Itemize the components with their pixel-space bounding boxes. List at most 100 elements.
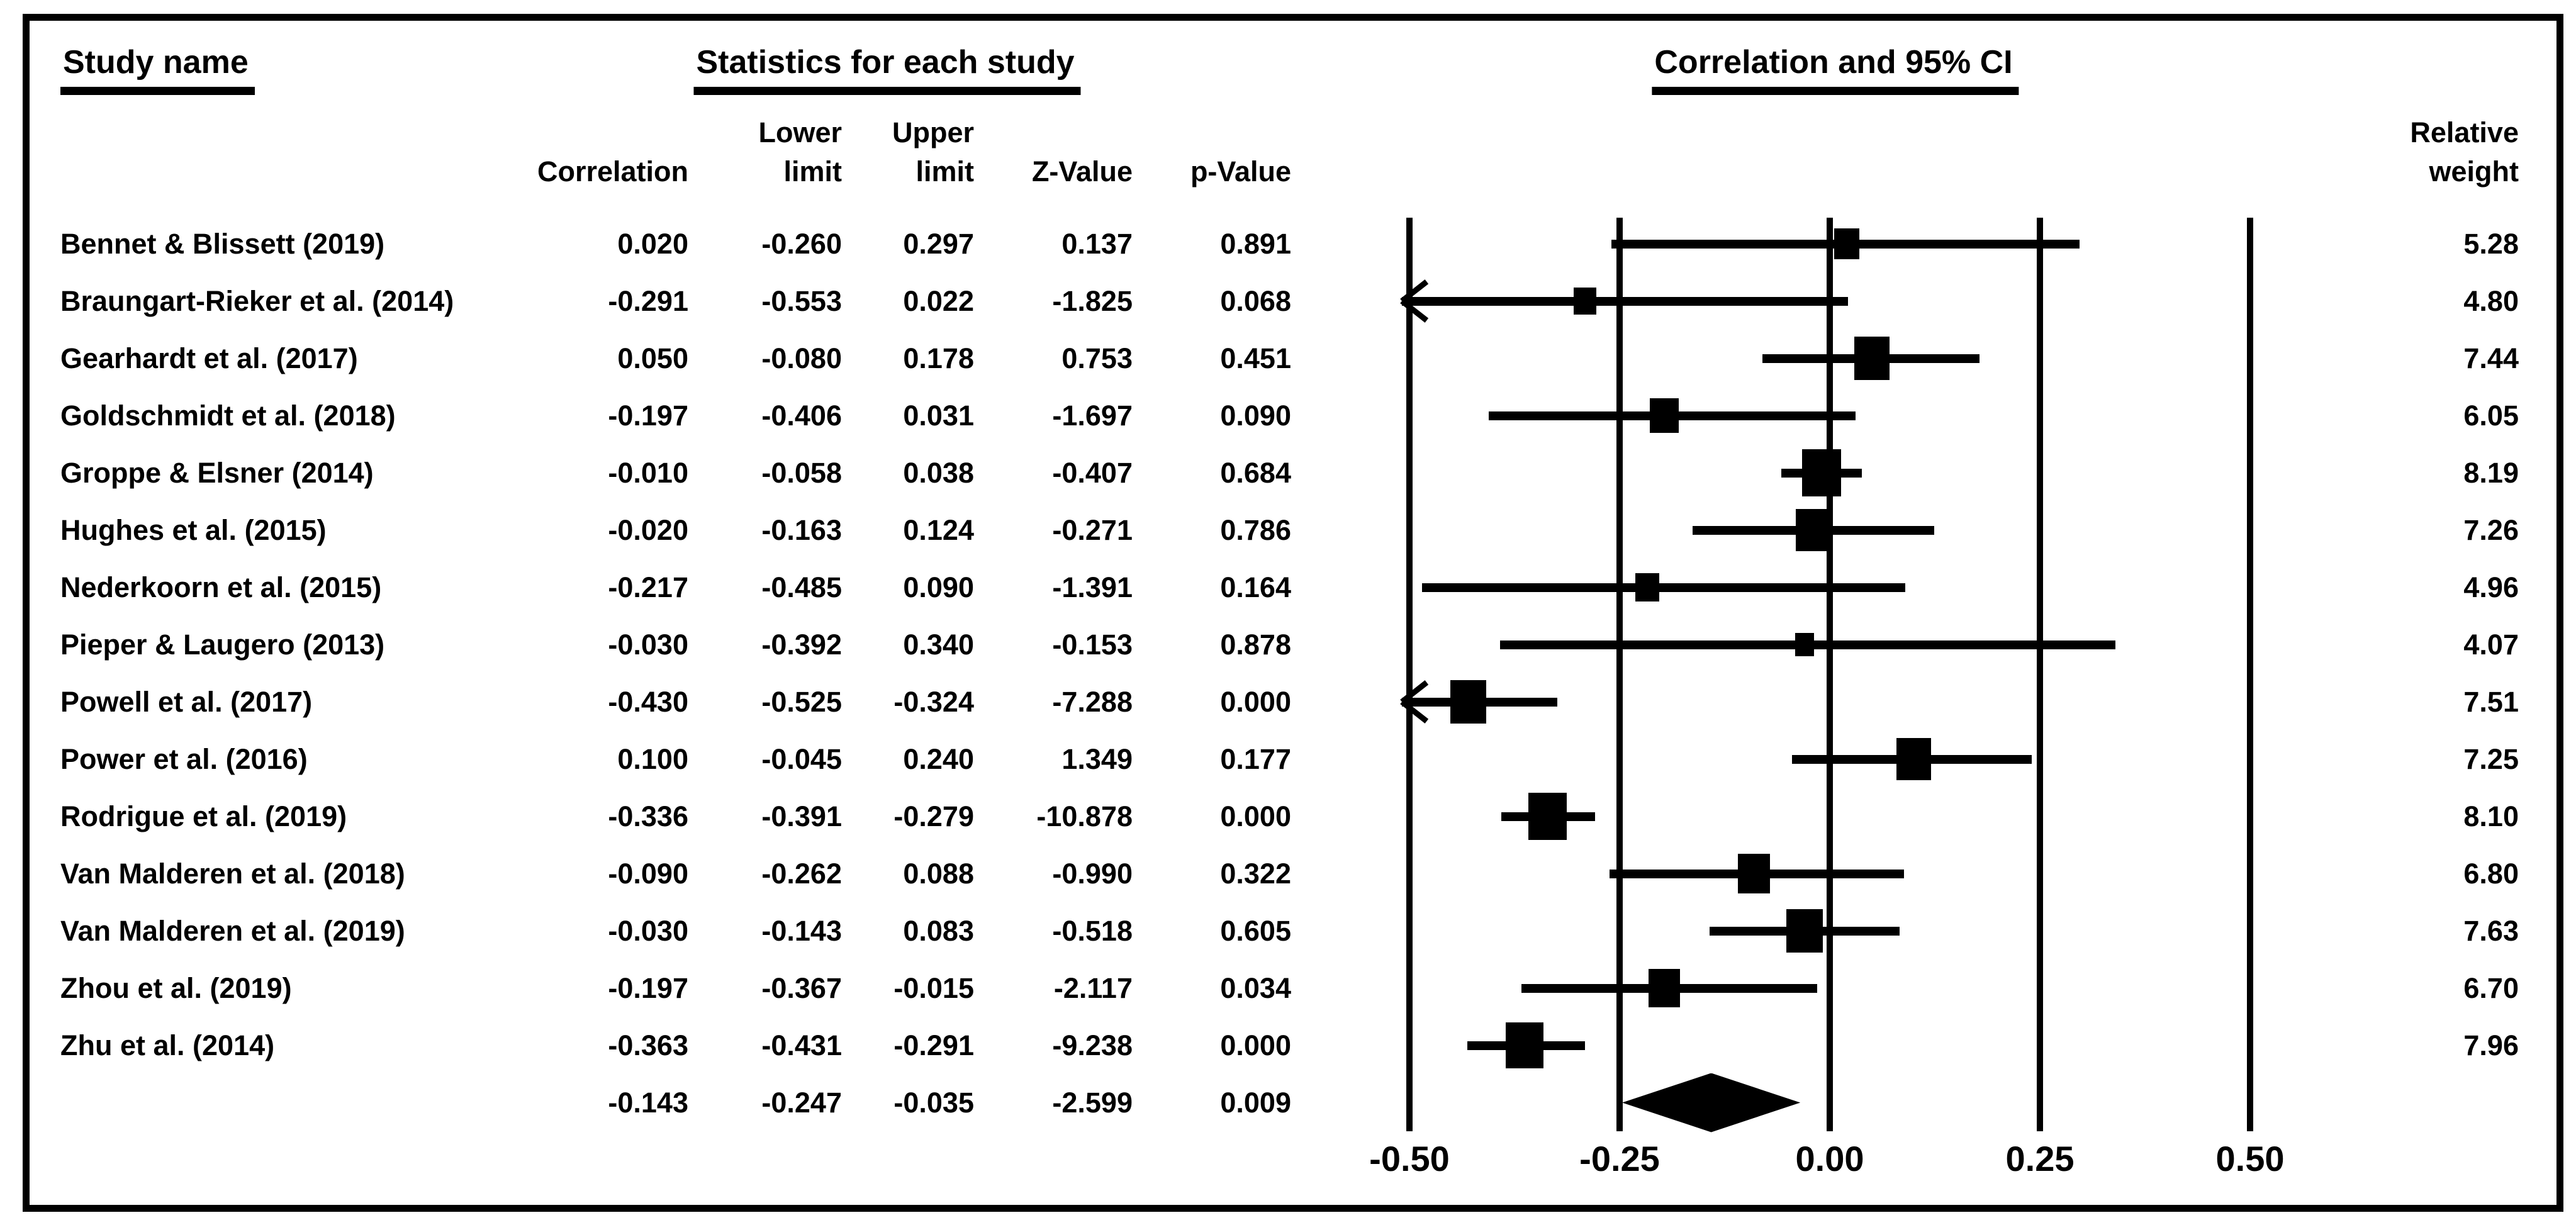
stat-lower-limit: -0.391 — [761, 800, 842, 832]
effect-square — [1795, 632, 1815, 657]
effect-square — [1649, 398, 1679, 434]
stat-upper-limit: 0.340 — [903, 629, 974, 661]
study-row: Bennet & Blissett (2019) 0.020 -0.260 0.297… — [0, 215, 2576, 272]
study-name: Gearhardt et al. (2017) — [60, 342, 358, 374]
study-row: Nederkoorn et al. (2015) -0.217 -0.485 0.09… — [0, 559, 2576, 616]
relative-weight-column-header: Relative weight — [2410, 113, 2519, 191]
study-row: Gearhardt et al. (2017) 0.050 -0.080 0.178 0… — [0, 330, 2576, 387]
study-row: Groppe & Elsner (2014) -0.010 -0.058 0.038 -… — [0, 444, 2576, 501]
stat-z-value: 0.137 — [1061, 228, 1133, 260]
study-name: Groppe & Elsner (2014) — [60, 457, 374, 489]
stat-p-value: 0.451 — [1220, 342, 1291, 374]
upper-limit-column-header: Upper limit — [892, 113, 974, 191]
effect-square — [1450, 680, 1486, 724]
stat-lower-limit: -0.392 — [761, 629, 842, 661]
stat-upper-limit: 0.038 — [903, 457, 974, 489]
stat-z-value: -0.153 — [1052, 629, 1133, 661]
stat-p-value: 0.034 — [1220, 972, 1291, 1004]
effect-square — [1834, 228, 1859, 259]
study-name: Powell et al. (2017) — [60, 686, 313, 718]
study-row: Braungart-Rieker et al. (2014) -0.291 -0.5… — [0, 272, 2576, 330]
stat-correlation: -0.336 — [608, 800, 688, 832]
stat-lower-limit: -0.247 — [761, 1087, 842, 1119]
stat-correlation: -0.030 — [608, 629, 688, 661]
lower-limit-header-line2: limit — [783, 155, 842, 187]
relative-weight-header-line2: weight — [2429, 155, 2519, 187]
study-name: Pieper & Laugero (2013) — [60, 629, 385, 661]
correlation-column-header: Correlation — [537, 155, 688, 187]
study-row: Van Malderen et al. (2019) -0.030 -0.143 0.… — [0, 902, 2576, 959]
stat-p-value: 0.000 — [1220, 1029, 1291, 1061]
effect-square — [1896, 738, 1931, 780]
study-row: Zhou et al. (2019) -0.197 -0.367 -0.015 -2.1… — [0, 959, 2576, 1017]
axis-tick-label: 0.25 — [2005, 1139, 2075, 1178]
effect-square — [1795, 509, 1830, 551]
axis-tick-label: 0.00 — [1795, 1139, 1864, 1178]
stat-correlation: -0.363 — [608, 1029, 688, 1061]
stat-correlation: -0.143 — [608, 1087, 688, 1119]
stat-lower-limit: -0.163 — [761, 514, 842, 546]
stat-upper-limit: -0.291 — [893, 1029, 974, 1061]
stat-correlation: -0.217 — [608, 571, 688, 603]
stat-upper-limit: 0.083 — [903, 915, 974, 947]
stat-z-value: -0.990 — [1052, 858, 1133, 890]
stat-z-value: -2.599 — [1052, 1087, 1133, 1119]
study-row: Goldschmidt et al. (2018) -0.197 -0.406 0.0… — [0, 387, 2576, 444]
stat-correlation: -0.090 — [608, 858, 688, 890]
relative-weight: 8.10 — [2463, 800, 2519, 832]
stat-z-value: -0.271 — [1052, 514, 1133, 546]
stat-lower-limit: -0.262 — [761, 858, 842, 890]
stat-upper-limit: 0.240 — [903, 743, 974, 775]
relative-weight: 6.70 — [2463, 972, 2519, 1004]
study-row: Van Malderen et al. (2018) -0.090 -0.262 0.… — [0, 845, 2576, 902]
axis-tick-label: -0.50 — [1369, 1139, 1450, 1178]
effect-square — [1854, 337, 1890, 380]
stat-z-value: 1.349 — [1061, 743, 1133, 775]
stat-z-value: -2.117 — [1053, 972, 1133, 1004]
stat-p-value: 0.605 — [1220, 915, 1291, 947]
stat-z-value: 0.753 — [1061, 342, 1133, 374]
lower-limit-column-header: Lower limit — [758, 113, 842, 191]
stat-p-value: 0.322 — [1220, 858, 1291, 890]
stat-p-value: 0.891 — [1220, 228, 1291, 260]
stat-p-value: 0.164 — [1220, 571, 1291, 603]
p-value-column-header: p-Value — [1190, 155, 1291, 187]
stat-correlation: 0.100 — [617, 743, 688, 775]
stat-z-value: -9.238 — [1052, 1029, 1133, 1061]
study-name: Hughes et al. (2015) — [60, 514, 327, 546]
study-row: Pieper & Laugero (2013) -0.030 -0.392 0.340… — [0, 616, 2576, 673]
study-name-column-title: Study name — [60, 44, 255, 95]
stat-p-value: 0.786 — [1220, 514, 1291, 546]
stat-upper-limit: 0.022 — [903, 285, 974, 317]
axis-gridline — [2247, 218, 2253, 1131]
stat-upper-limit: 0.297 — [903, 228, 974, 260]
stat-lower-limit: -0.045 — [761, 743, 842, 775]
stat-z-value: -1.825 — [1052, 285, 1133, 317]
stat-p-value: 0.684 — [1220, 457, 1291, 489]
stat-lower-limit: -0.080 — [761, 342, 842, 374]
z-value-column-header: Z-Value — [1031, 155, 1133, 187]
relative-weight: 7.63 — [2463, 915, 2519, 947]
upper-limit-header-line1: Upper — [892, 116, 974, 148]
ci-line — [1402, 296, 1849, 306]
stat-z-value: -1.697 — [1052, 400, 1133, 432]
relative-weight: 5.28 — [2463, 228, 2519, 260]
stat-p-value: 0.878 — [1220, 629, 1291, 661]
stat-correlation: -0.020 — [608, 514, 688, 546]
study-name: Goldschmidt et al. (2018) — [60, 400, 396, 432]
effect-square — [1528, 793, 1567, 840]
study-name: Zhu et al. (2014) — [60, 1029, 275, 1061]
study-name: Braungart-Rieker et al. (2014) — [60, 285, 454, 317]
effect-square — [1574, 287, 1597, 315]
effect-square — [1738, 854, 1771, 893]
stat-upper-limit: 0.178 — [903, 342, 974, 374]
effect-square — [1635, 573, 1659, 602]
upper-limit-header-line2: limit — [916, 155, 974, 187]
stat-correlation: -0.430 — [608, 686, 688, 718]
stat-upper-limit: -0.324 — [893, 686, 974, 718]
study-name: Bennet & Blissett (2019) — [60, 228, 385, 260]
stat-upper-limit: -0.015 — [893, 972, 974, 1004]
summary-row: -0.143 -0.247 -0.035 -2.599 0.009 — [0, 1074, 2576, 1131]
relative-weight: 4.07 — [2463, 629, 2519, 661]
stat-upper-limit: -0.035 — [893, 1087, 974, 1119]
